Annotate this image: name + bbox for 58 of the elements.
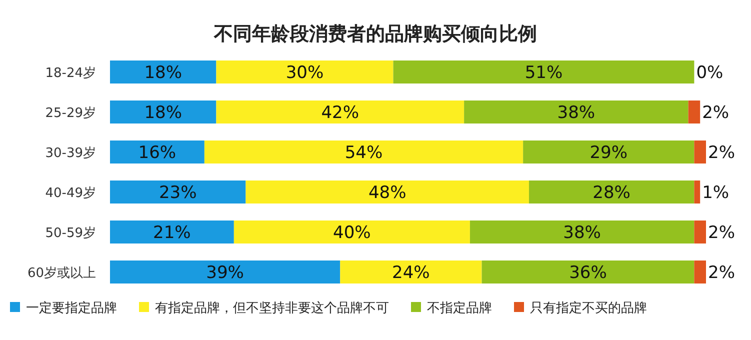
legend-label: 一定要指定品牌 (26, 301, 117, 316)
bar (694, 260, 706, 284)
data-label: 0% (696, 63, 724, 83)
data-label: 54% (344, 143, 383, 163)
bar (393, 60, 694, 84)
bar (464, 100, 688, 124)
bar (216, 100, 464, 124)
bar (528, 180, 694, 204)
data-label: 21% (153, 223, 191, 243)
data-label: 2% (708, 143, 735, 163)
data-label: 18% (144, 63, 182, 83)
bar (204, 140, 524, 164)
data-label: 39% (206, 263, 244, 283)
bar (688, 100, 700, 124)
y-tick-label: 25-29岁 (45, 106, 96, 121)
bar (694, 140, 706, 164)
data-label: 24% (392, 263, 430, 283)
data-label: 48% (368, 183, 406, 203)
bar (482, 260, 694, 284)
data-label: 28% (592, 183, 630, 203)
data-label: 51% (524, 63, 563, 83)
data-label: 2% (708, 223, 735, 243)
data-label: 36% (569, 263, 607, 283)
bar (694, 220, 706, 244)
data-label: 29% (590, 143, 628, 163)
legend-label: 不指定品牌 (427, 301, 492, 316)
data-label: 2% (702, 103, 730, 123)
y-tick-label: 50-59岁 (45, 226, 96, 241)
bar (110, 140, 204, 164)
bar (110, 60, 216, 84)
data-label: 16% (138, 143, 176, 163)
data-label: 38% (557, 103, 596, 123)
data-label: 18% (144, 103, 182, 123)
legend-label: 有指定品牌，但不坚持非要这个品牌不可 (155, 301, 389, 316)
bar (110, 260, 340, 284)
y-tick-label: 30-39岁 (45, 146, 96, 161)
bar (523, 140, 694, 164)
data-label: 40% (333, 223, 371, 243)
bar (110, 220, 234, 244)
legend-label: 只有指定不买的品牌 (530, 301, 647, 316)
bar (340, 260, 482, 284)
data-label: 23% (158, 183, 197, 203)
data-label: 2% (708, 263, 735, 283)
data-label: 1% (702, 183, 730, 203)
y-tick-label: 18-24岁 (45, 66, 96, 81)
bar (216, 60, 394, 84)
chart-title: 不同年龄段消费者的品牌购买倾向比例 (213, 23, 537, 45)
bar (110, 180, 246, 204)
bar (234, 220, 470, 244)
bar (470, 220, 694, 244)
data-label: 30% (286, 63, 324, 83)
y-tick-label: 60岁或以上 (27, 266, 96, 281)
bar (246, 180, 529, 204)
bar (110, 100, 216, 124)
data-label: 42% (321, 103, 360, 123)
data-label: 38% (563, 223, 601, 243)
y-tick-label: 40-49岁 (45, 186, 96, 201)
bar (694, 180, 700, 204)
